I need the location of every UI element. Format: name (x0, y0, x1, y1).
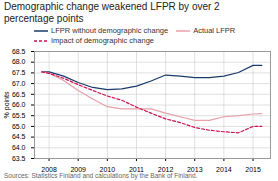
svg-text:64.5: 64.5 (12, 133, 26, 140)
svg-text:68.0: 68.0 (12, 58, 26, 65)
svg-text:67.0: 67.0 (12, 80, 26, 87)
svg-text:2011: 2011 (128, 166, 144, 174)
svg-text:2010: 2010 (99, 166, 116, 174)
html-text:Sources: Statistics Finland an: Sources: Statistics Finland and calculat… (4, 172, 198, 179)
svg-text:2008: 2008 (41, 166, 57, 174)
html-text:LFPR without demographic chang: LFPR without demographic change (51, 26, 169, 35)
svg-text:% points: % points (3, 91, 11, 118)
svg-text:2009: 2009 (70, 166, 86, 174)
svg-text:2013: 2013 (187, 166, 203, 174)
svg-text:2012: 2012 (157, 166, 174, 174)
svg-text:65.5: 65.5 (12, 112, 26, 119)
html-text:Demographic change weakened LF: Demographic change weakened LFPR by over… (4, 1, 220, 24)
svg-text:66.0: 66.0 (12, 101, 26, 108)
svg-text:64.0: 64.0 (12, 144, 26, 151)
html-text:Actual LFPR: Actual LFPR (193, 26, 236, 35)
svg-text:68.5: 68.5 (12, 48, 26, 55)
svg-text:2014: 2014 (216, 166, 232, 173)
svg-text:65.0: 65.0 (12, 123, 26, 130)
svg-text:2015: 2015 (245, 166, 261, 173)
svg-text:66.5: 66.5 (12, 91, 26, 98)
html-text:Impact of demographic change: Impact of demographic change (51, 36, 154, 45)
svg-text:67.5: 67.5 (12, 69, 26, 76)
svg-text:63.5: 63.5 (12, 155, 26, 162)
